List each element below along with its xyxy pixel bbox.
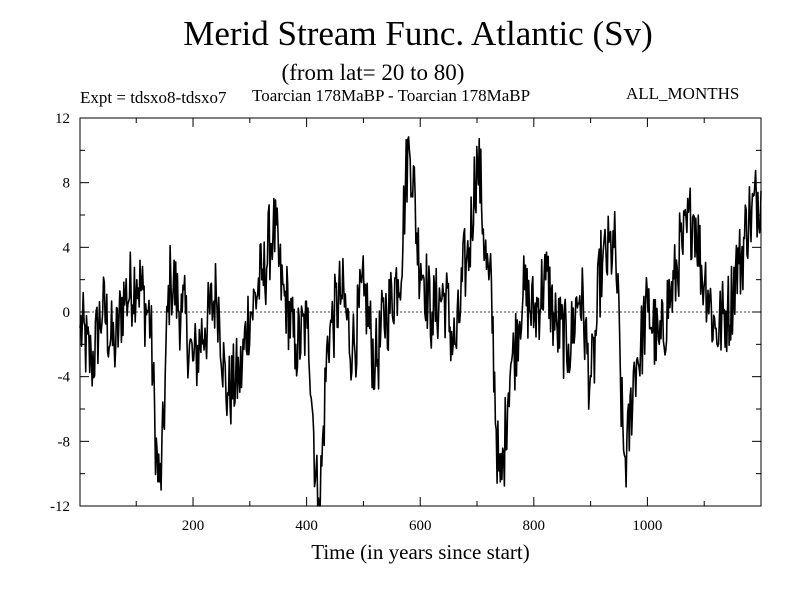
series-line: [79, 136, 762, 507]
x-tick-label: 400: [295, 518, 318, 534]
x-axis-label: Time (in years since start): [311, 540, 530, 564]
y-tick-label: 8: [63, 176, 71, 192]
experiment-label: Expt = tdsxo8-tdsxo7: [80, 88, 227, 107]
chart-subtitle: (from lat= 20 to 80): [281, 60, 465, 85]
x-tick-label: 600: [409, 518, 432, 534]
y-tick-label: -12: [50, 499, 70, 515]
y-tick-label: 0: [63, 305, 71, 321]
y-tick-label: -4: [58, 370, 71, 386]
y-tick-label: 4: [63, 240, 71, 256]
period-label: ALL_MONTHS: [626, 84, 740, 103]
experiment-description: Toarcian 178MaBP - Toarcian 178MaBP: [252, 86, 531, 105]
chart-title: Merid Stream Func. Atlantic (Sv): [183, 14, 653, 53]
y-tick-label: 12: [55, 111, 70, 127]
x-tick-label: 1000: [632, 518, 662, 534]
y-tick-label: -8: [58, 434, 71, 450]
x-tick-label: 200: [182, 518, 205, 534]
x-tick-label: 800: [523, 518, 546, 534]
